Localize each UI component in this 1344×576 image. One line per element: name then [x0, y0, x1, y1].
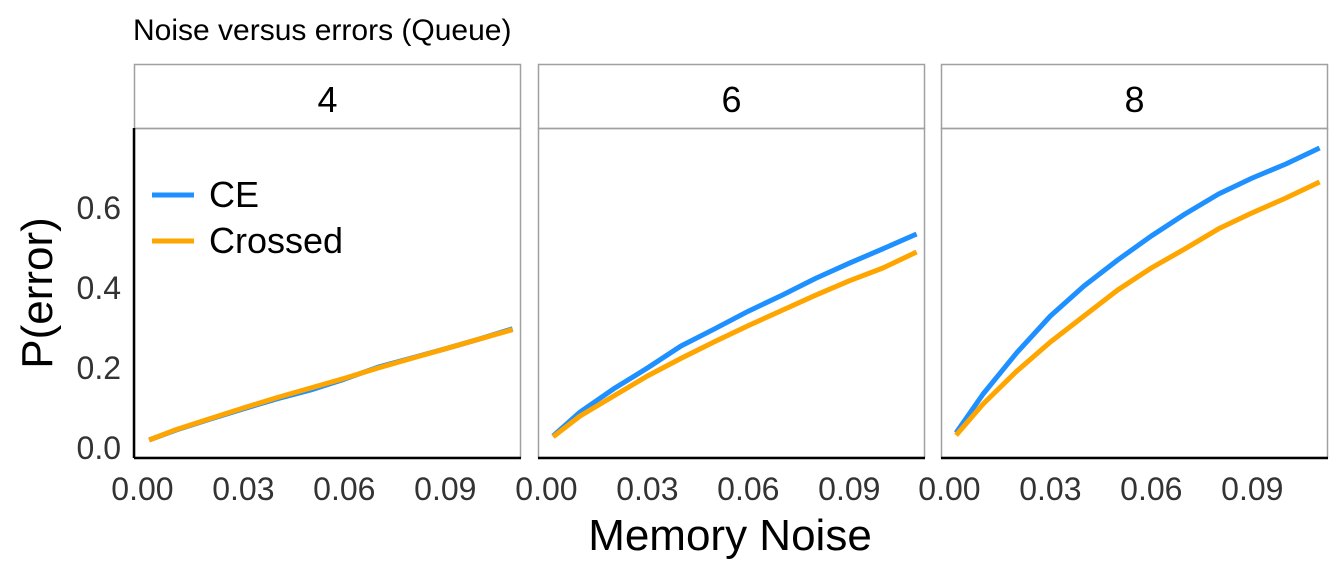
- series-line-ce-panel-6: [551, 231, 918, 438]
- y-tick-label: 0.2: [77, 350, 121, 386]
- x-tick-label: 0.00: [918, 471, 980, 507]
- panels-layer: 4 0.00 0.03 0.06 0.09 6 0.00 0.03 0.06 0.09 8 0.00 0…: [77, 63, 1329, 507]
- x-tick-label: 0.03: [616, 471, 678, 507]
- x-tick-label: 0.03: [1019, 471, 1081, 507]
- y-tick-label: 0.4: [77, 270, 121, 306]
- series-line-ce-panel-8: [954, 145, 1321, 435]
- facet-strip: [133, 63, 522, 130]
- x-tick-label: 0.09: [818, 471, 880, 507]
- x-tick-label: 0.06: [717, 471, 779, 507]
- y-tick-label: 0.0: [77, 430, 121, 466]
- y-axis-label: P(error): [13, 217, 62, 369]
- x-tick-label: 0.09: [414, 471, 476, 507]
- series-line-crossed-panel-4: [148, 327, 514, 443]
- legend: CE Crossed: [152, 174, 343, 261]
- legend-label-ce: CE: [209, 174, 259, 215]
- x-tick-label: 0.00: [515, 471, 577, 507]
- panel-border: [133, 127, 522, 459]
- facet-strip-label: 4: [317, 79, 337, 120]
- facet-strip-label: 6: [721, 79, 741, 120]
- x-tick-label: 0.00: [111, 471, 173, 507]
- facet-strip: [940, 63, 1329, 130]
- x-axis-label: Memory Noise: [588, 511, 872, 560]
- facet-strip: [537, 63, 926, 130]
- y-tick-label: 0.6: [77, 190, 121, 226]
- panel-border: [940, 127, 1329, 459]
- facet-strip-label: 8: [1124, 79, 1144, 120]
- x-tick-label: 0.06: [1120, 471, 1182, 507]
- x-tick-label: 0.09: [1221, 471, 1283, 507]
- legend-label-crossed: Crossed: [209, 220, 343, 261]
- series-line-crossed-panel-6: [551, 249, 918, 439]
- x-tick-label: 0.06: [313, 471, 375, 507]
- chart-title: Noise versus errors (Queue): [133, 14, 511, 47]
- series-line-crossed-panel-8: [954, 179, 1321, 437]
- x-tick-label: 0.03: [212, 471, 274, 507]
